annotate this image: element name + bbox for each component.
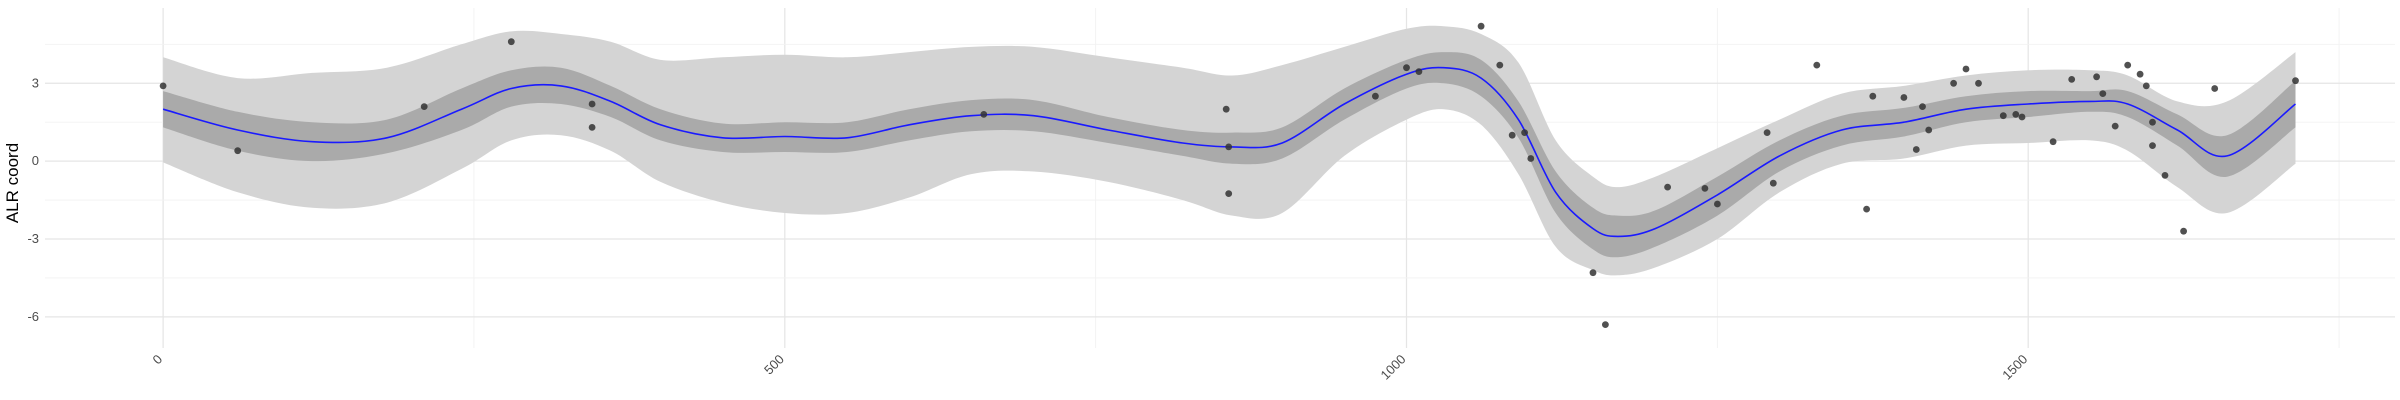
- data-point: [2292, 77, 2299, 85]
- x-tick-label: 1000: [1378, 352, 1409, 383]
- data-point: [2012, 111, 2020, 118]
- data-point: [1900, 94, 1908, 101]
- data-point: [1527, 155, 1535, 162]
- data-point: [2068, 76, 2076, 83]
- y-axis-title: ALR coord: [3, 143, 22, 223]
- data-point: [507, 38, 515, 46]
- x-tick-label: 1500: [1999, 352, 2030, 383]
- y-tick-label: 0: [32, 153, 39, 168]
- y-tick-label: -6: [27, 309, 39, 324]
- data-point: [1919, 103, 1926, 110]
- data-point: [2211, 85, 2219, 92]
- y-tick-labels: -6 -3 0 3: [27, 75, 39, 324]
- data-point: [2049, 138, 2057, 146]
- data-point: [1869, 92, 1877, 100]
- data-point: [1950, 79, 1957, 87]
- data-point: [1496, 61, 1504, 69]
- data-point: [2142, 82, 2150, 90]
- data-point: [420, 103, 428, 110]
- data-point: [1415, 68, 1423, 75]
- data-point: [1225, 143, 1233, 151]
- data-point: [1403, 64, 1410, 72]
- data-point: [2099, 90, 2107, 97]
- data-point: [1925, 126, 1933, 134]
- data-point: [1714, 200, 1721, 208]
- inner-confidence-band: [163, 52, 2296, 258]
- data-point: [1602, 321, 1609, 328]
- y-tick-label: -3: [27, 231, 39, 246]
- data-point: [1769, 179, 1777, 187]
- data-point: [588, 124, 596, 131]
- data-point: [2111, 122, 2119, 130]
- data-point: [159, 82, 167, 90]
- data-point: [1225, 190, 1233, 198]
- data-point: [1912, 146, 1920, 153]
- confidence-bands: [163, 25, 2296, 276]
- data-point: [1372, 92, 1379, 100]
- data-point: [2180, 227, 2188, 235]
- fit-line-layer: [162, 66, 2296, 238]
- data-point: [1975, 79, 1982, 87]
- data-point: [2149, 142, 2156, 150]
- data-point: [1763, 129, 1771, 137]
- data-point: [234, 147, 242, 155]
- data-point: [2093, 73, 2101, 81]
- data-point: [980, 111, 988, 118]
- data-point: [2161, 172, 2169, 179]
- data-point: [1589, 269, 1597, 277]
- data-point: [2149, 118, 2156, 126]
- fit-line: [162, 66, 2296, 238]
- data-point: [1477, 22, 1485, 30]
- data-points: [159, 22, 2299, 328]
- data-point: [2124, 61, 2132, 69]
- data-point: [1962, 65, 1970, 73]
- data-point: [1863, 205, 1870, 213]
- data-point: [588, 100, 596, 108]
- data-point: [1999, 112, 2007, 120]
- x-tick-label: 500: [761, 352, 787, 378]
- x-tick-label: 0: [150, 352, 166, 368]
- data-point: [1813, 61, 1821, 69]
- data-point: [1701, 185, 1709, 192]
- data-point: [2136, 70, 2144, 78]
- y-tick-label: 3: [32, 75, 39, 90]
- data-point: [2018, 113, 2026, 121]
- x-tick-labels: 0 500 1000 1500: [150, 352, 2031, 383]
- data-point: [1521, 129, 1528, 137]
- data-point: [1222, 105, 1230, 113]
- data-point: [1508, 131, 1516, 139]
- data-point: [1664, 183, 1671, 191]
